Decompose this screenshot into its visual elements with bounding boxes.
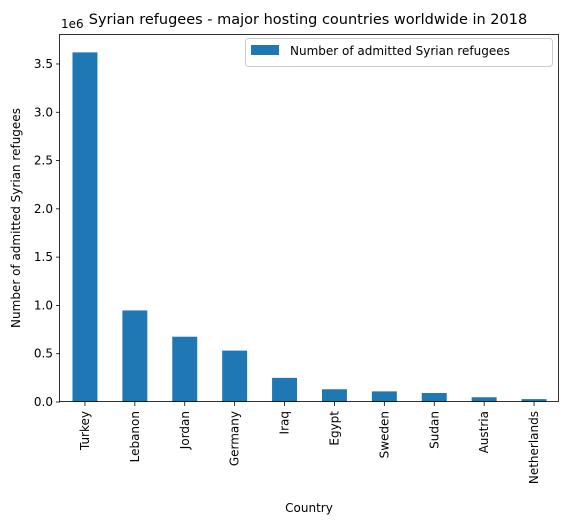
bar [72, 52, 98, 402]
y-tick-label: 1.0 [34, 298, 53, 312]
y-tick-label: 2.0 [34, 202, 53, 216]
legend: Number of admitted Syrian refugees [245, 38, 553, 67]
x-tick-label: Iraq [278, 411, 292, 434]
x-tick-label: Netherlands [527, 411, 541, 484]
x-tick-label: Germany [228, 411, 242, 466]
bar [122, 310, 148, 402]
x-tick-label: Egypt [327, 411, 341, 446]
y-tick-label: 3.0 [34, 105, 53, 119]
bar [321, 389, 347, 402]
plot-frame [59, 34, 559, 402]
y-tick-label: 2.5 [34, 154, 53, 168]
legend-swatch [251, 45, 279, 55]
y-tick-label: 3.5 [34, 57, 53, 71]
y-axis-ticks: 0.0 0.5 1.0 1.5 2.0 2.5 3.0 3.5 [34, 57, 60, 409]
x-tick-label: Lebanon [128, 411, 142, 462]
x-tick-label: Turkey [78, 411, 92, 451]
y-tick-label: 1.5 [34, 250, 53, 264]
bar-series [72, 52, 547, 402]
x-axis-label: Country [285, 501, 333, 515]
y-tick-label: 0.5 [34, 347, 53, 361]
bar [521, 399, 547, 402]
bar [371, 391, 397, 402]
legend-label: Number of admitted Syrian refugees [290, 44, 510, 58]
y-offset-text: 1e6 [61, 17, 84, 31]
x-tick-label: Jordan [178, 411, 192, 450]
bar [421, 393, 447, 402]
bar [172, 336, 198, 402]
legend-frame [245, 38, 553, 67]
x-axis-ticks: Turkey Lebanon Jordan Germany Iraq Egypt Swede… [78, 402, 541, 484]
y-tick-label: 0.0 [34, 395, 53, 409]
y-axis-label: Number of admitted Syrian refugees [9, 108, 23, 328]
x-tick-label: Sudan [427, 411, 441, 449]
x-tick-label: Austria [477, 411, 491, 453]
bar [222, 350, 248, 402]
x-tick-label: Sweden [377, 411, 391, 458]
chart-title: Syrian refugees - major hosting countrie… [89, 12, 527, 28]
bar [471, 397, 497, 402]
bar [272, 377, 298, 402]
